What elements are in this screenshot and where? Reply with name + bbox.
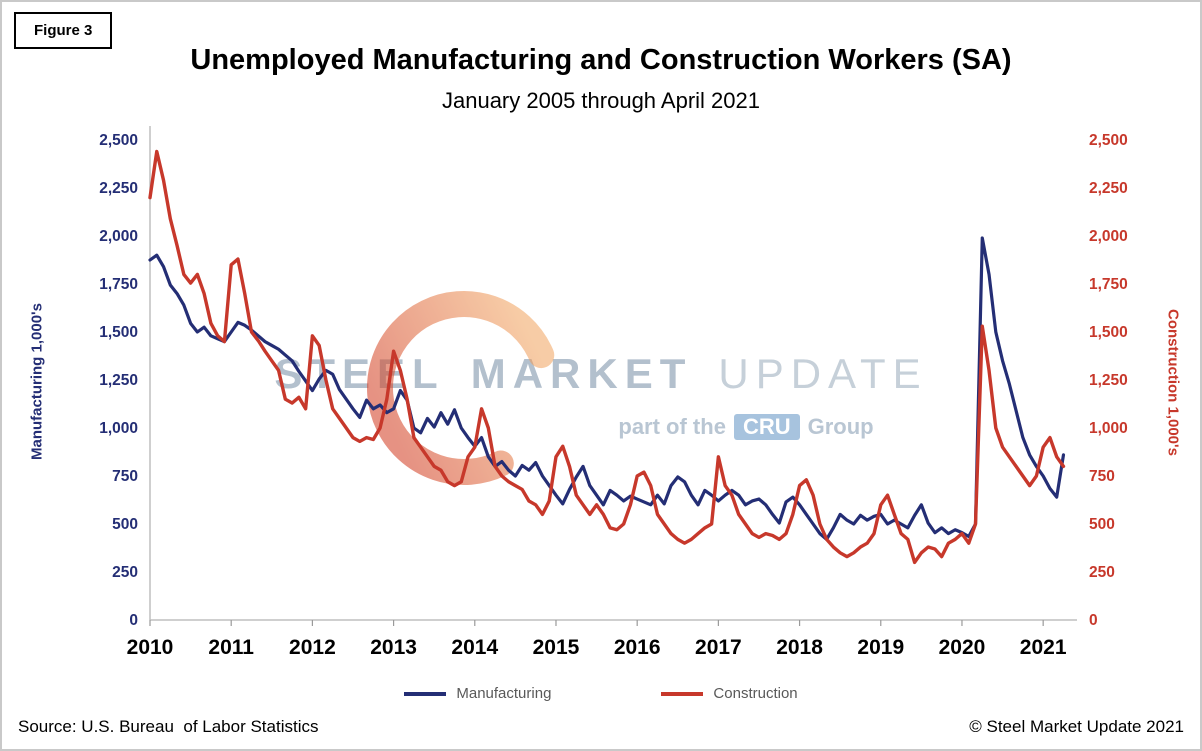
left-axis-title: Manufacturing 1,000's xyxy=(28,303,46,461)
svg-text:0: 0 xyxy=(1089,612,1098,629)
chart-subtitle: January 2005 through April 2021 xyxy=(441,88,760,113)
svg-text:2016: 2016 xyxy=(614,636,661,659)
svg-text:750: 750 xyxy=(1089,468,1115,485)
copyright-note: © Steel Market Update 2021 xyxy=(969,717,1184,736)
svg-text:1,750: 1,750 xyxy=(1089,276,1128,293)
svg-text:2,500: 2,500 xyxy=(1089,132,1128,149)
svg-text:2015: 2015 xyxy=(533,636,580,659)
legend-label-construction: Construction xyxy=(713,685,798,702)
legend-label-manufacturing: Manufacturing xyxy=(456,685,552,702)
svg-text:2021: 2021 xyxy=(1020,636,1067,659)
svg-text:2019: 2019 xyxy=(857,636,904,659)
svg-text:2018: 2018 xyxy=(776,636,823,659)
svg-text:500: 500 xyxy=(112,516,138,533)
watermark-tagline-prefix: part of the xyxy=(618,414,726,439)
svg-text:2,250: 2,250 xyxy=(1089,180,1128,197)
svg-text:2,000: 2,000 xyxy=(99,228,138,245)
right-axis-title: Construction 1,000's xyxy=(1164,308,1182,456)
svg-text:250: 250 xyxy=(1089,564,1115,581)
svg-text:2013: 2013 xyxy=(370,636,417,659)
svg-text:1,500: 1,500 xyxy=(99,324,138,341)
svg-text:2,000: 2,000 xyxy=(1089,228,1128,245)
watermark-text: STEEL MARKET UPDATE xyxy=(2,350,1200,398)
manufacturing-line-swatch xyxy=(404,691,447,696)
cru-logo: CRU xyxy=(733,414,800,440)
legend-item-manufacturing: Manufacturing xyxy=(404,685,551,702)
svg-text:1,500: 1,500 xyxy=(1089,324,1128,341)
svg-text:2,500: 2,500 xyxy=(99,132,138,149)
source-note: Source: U.S. Bureau of Labor Statistics xyxy=(18,717,319,736)
svg-text:2010: 2010 xyxy=(127,636,174,659)
chart-title: Unemployed Manufacturing and Constructio… xyxy=(190,44,1012,76)
svg-text:2017: 2017 xyxy=(695,636,742,659)
svg-text:2012: 2012 xyxy=(289,636,336,659)
figure-label: Figure 3 xyxy=(14,12,113,49)
chart-legend: Manufacturing Construction xyxy=(2,685,1200,702)
svg-text:2,250: 2,250 xyxy=(99,180,138,197)
legend-item-construction: Construction xyxy=(661,685,798,702)
watermark: STEEL MARKET UPDATE part of the CRU Group xyxy=(2,291,1200,485)
svg-text:0: 0 xyxy=(129,612,138,629)
watermark-word-update: UPDATE xyxy=(718,350,928,397)
svg-text:2014: 2014 xyxy=(451,636,498,659)
construction-line-swatch xyxy=(661,691,704,696)
svg-text:500: 500 xyxy=(1089,516,1115,533)
svg-text:2020: 2020 xyxy=(939,636,986,659)
watermark-swoosh-icon xyxy=(367,291,561,485)
watermark-tagline: part of the CRU Group xyxy=(147,414,1200,440)
svg-text:250: 250 xyxy=(112,564,138,581)
svg-text:750: 750 xyxy=(112,468,138,485)
svg-text:1,750: 1,750 xyxy=(99,276,138,293)
svg-text:2011: 2011 xyxy=(208,636,254,659)
watermark-tagline-suffix: Group xyxy=(807,414,874,439)
